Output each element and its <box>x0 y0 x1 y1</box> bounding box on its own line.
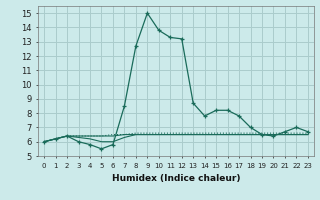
X-axis label: Humidex (Indice chaleur): Humidex (Indice chaleur) <box>112 174 240 184</box>
